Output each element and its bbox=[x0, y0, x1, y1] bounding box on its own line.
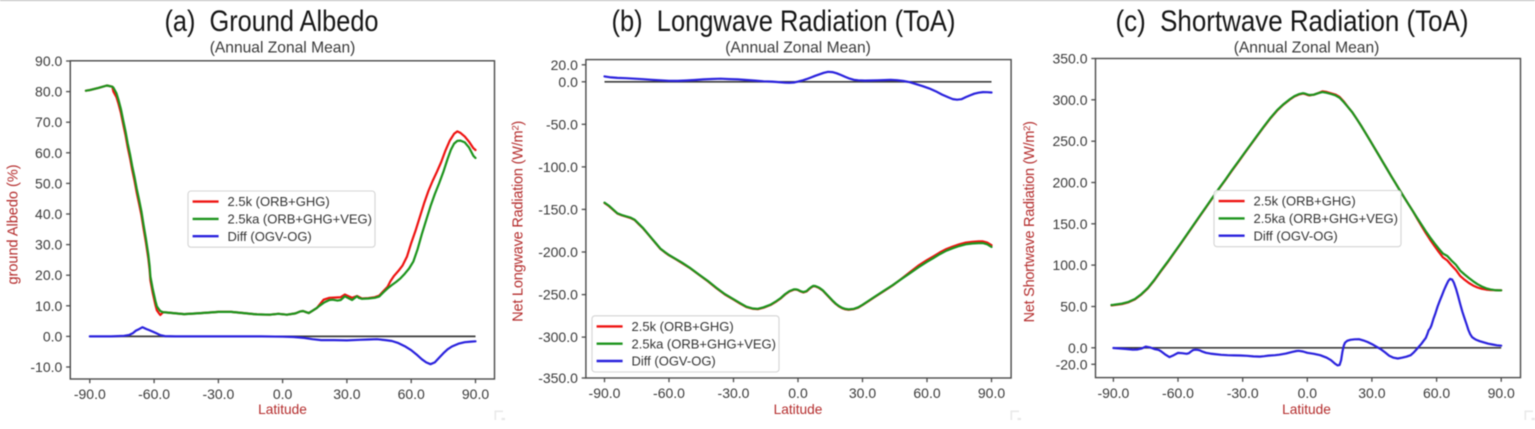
svg-text:0.0: 0.0 bbox=[273, 386, 293, 402]
svg-text:0.0: 0.0 bbox=[1298, 385, 1318, 401]
svg-text:0.0: 0.0 bbox=[43, 328, 63, 344]
svg-text:30.0: 30.0 bbox=[333, 386, 360, 402]
svg-text:30.0: 30.0 bbox=[1358, 385, 1385, 401]
svg-text:Latitude: Latitude bbox=[774, 402, 823, 417]
svg-text:(Annual Zonal Mean): (Annual Zonal Mean) bbox=[1234, 39, 1380, 56]
svg-text:-90.0: -90.0 bbox=[1097, 385, 1129, 401]
svg-text:70.0: 70.0 bbox=[35, 114, 62, 130]
svg-text:250.0: 250.0 bbox=[1052, 133, 1087, 149]
svg-text:2.5k (ORB+GHG): 2.5k (ORB+GHG) bbox=[632, 319, 734, 334]
svg-text:-20.0: -20.0 bbox=[1056, 356, 1088, 372]
svg-text:350.0: 350.0 bbox=[1052, 51, 1087, 67]
svg-text:2.5k (ORB+GHG): 2.5k (ORB+GHG) bbox=[228, 194, 330, 209]
svg-text:-50.0: -50.0 bbox=[546, 116, 578, 132]
svg-text:90.0: 90.0 bbox=[462, 386, 489, 402]
svg-text:60.0: 60.0 bbox=[398, 386, 425, 402]
svg-text:-10.0: -10.0 bbox=[30, 359, 62, 375]
svg-text:30.0: 30.0 bbox=[35, 237, 62, 253]
svg-text:60.0: 60.0 bbox=[35, 145, 62, 161]
svg-text:20.0: 20.0 bbox=[551, 57, 578, 73]
svg-text:0.0: 0.0 bbox=[1068, 340, 1088, 356]
svg-text:Diff (OGV-OG): Diff (OGV-OG) bbox=[632, 354, 716, 369]
svg-text:50.0: 50.0 bbox=[35, 175, 62, 191]
svg-text:-90.0: -90.0 bbox=[74, 386, 106, 402]
svg-text:90.0: 90.0 bbox=[35, 53, 62, 69]
svg-text:-250.0: -250.0 bbox=[538, 287, 578, 303]
svg-text:-350.0: -350.0 bbox=[538, 370, 578, 386]
svg-text:150.0: 150.0 bbox=[1052, 216, 1087, 232]
svg-text:-200.0: -200.0 bbox=[538, 244, 578, 260]
svg-text:-60.0: -60.0 bbox=[1162, 385, 1194, 401]
svg-text:(Annual Zonal Mean): (Annual Zonal Mean) bbox=[210, 39, 356, 56]
svg-text:Net Shortwave Radiation (W/m2: Net Shortwave Radiation (W/m2) bbox=[1022, 121, 1038, 322]
svg-text:-30.0: -30.0 bbox=[202, 386, 234, 402]
svg-text:0.0: 0.0 bbox=[788, 385, 808, 401]
svg-text:Latitude: Latitude bbox=[258, 402, 307, 417]
svg-text:(Annual Zonal Mean): (Annual Zonal Mean) bbox=[725, 39, 871, 56]
svg-text:2.5k (ORB+GHG): 2.5k (ORB+GHG) bbox=[1254, 194, 1356, 209]
svg-text:2.5ka (ORB+GHG+VEG): 2.5ka (ORB+GHG+VEG) bbox=[632, 336, 777, 351]
svg-text:2.5ka (ORB+GHG+VEG): 2.5ka (ORB+GHG+VEG) bbox=[228, 212, 373, 227]
svg-text:-60.0: -60.0 bbox=[653, 385, 685, 401]
svg-text:-90.0: -90.0 bbox=[589, 385, 621, 401]
svg-text:90.0: 90.0 bbox=[978, 385, 1005, 401]
svg-text:30.0: 30.0 bbox=[849, 385, 876, 401]
svg-text:90.0: 90.0 bbox=[1488, 385, 1515, 401]
svg-text:(b) Longwave Radiation (ToA): (b) Longwave Radiation (ToA) bbox=[612, 5, 956, 38]
svg-text:(a) Ground Albedo: (a) Ground Albedo bbox=[165, 5, 379, 38]
svg-text:ground Albedo (%): ground Albedo (%) bbox=[5, 164, 21, 284]
svg-text:300.0: 300.0 bbox=[1052, 92, 1087, 108]
svg-text:2.5ka (ORB+GHG+VEG): 2.5ka (ORB+GHG+VEG) bbox=[1254, 211, 1399, 226]
svg-text:-30.0: -30.0 bbox=[1227, 385, 1259, 401]
svg-text:100.0: 100.0 bbox=[1052, 257, 1087, 273]
svg-text:80.0: 80.0 bbox=[35, 84, 62, 100]
svg-text:(c) Shortwave Radiation (ToA): (c) Shortwave Radiation (ToA) bbox=[1116, 5, 1469, 38]
svg-text:-300.0: -300.0 bbox=[538, 329, 578, 345]
svg-text:60.0: 60.0 bbox=[1423, 385, 1450, 401]
svg-text:60.0: 60.0 bbox=[913, 385, 940, 401]
svg-text:0.0: 0.0 bbox=[558, 74, 578, 90]
svg-text:40.0: 40.0 bbox=[35, 206, 62, 222]
svg-text:200.0: 200.0 bbox=[1052, 175, 1087, 191]
svg-text:Diff (OGV-OG): Diff (OGV-OG) bbox=[228, 229, 312, 244]
svg-text:-100.0: -100.0 bbox=[538, 159, 578, 175]
svg-text:Latitude: Latitude bbox=[1282, 402, 1331, 417]
svg-text:50.0: 50.0 bbox=[1060, 299, 1087, 315]
svg-text:Net Longwave Radiation (W/m2): Net Longwave Radiation (W/m2) bbox=[510, 121, 526, 322]
svg-text:-30.0: -30.0 bbox=[718, 385, 750, 401]
svg-text:20.0: 20.0 bbox=[35, 267, 62, 283]
svg-text:Diff (OGV-OG): Diff (OGV-OG) bbox=[1254, 228, 1338, 243]
svg-text:10.0: 10.0 bbox=[35, 298, 62, 314]
svg-text:-150.0: -150.0 bbox=[538, 201, 578, 217]
svg-text:-60.0: -60.0 bbox=[138, 386, 170, 402]
